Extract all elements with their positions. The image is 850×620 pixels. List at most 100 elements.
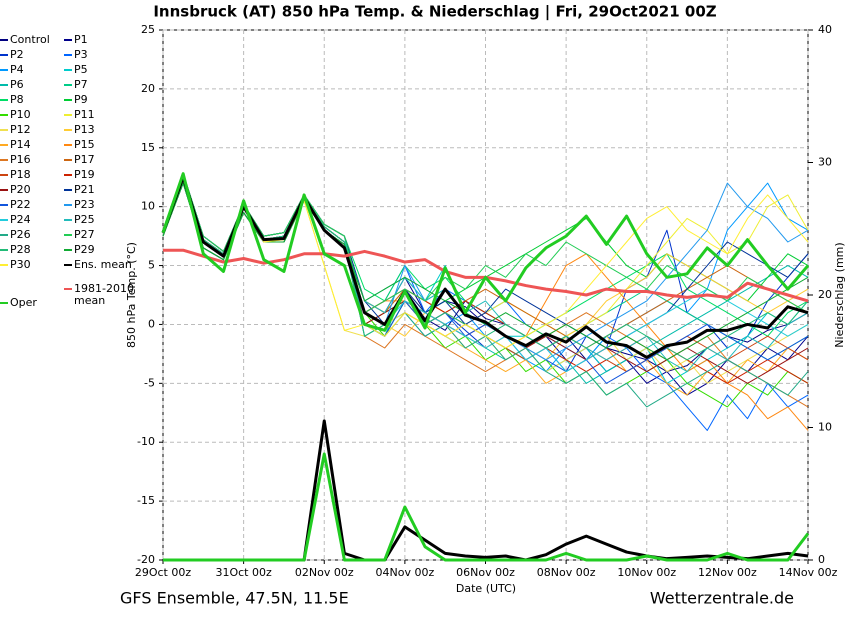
legend-label: P8	[10, 93, 24, 106]
legend-label: P4	[10, 63, 24, 76]
legend-swatch	[64, 99, 72, 101]
legend-swatch	[0, 249, 8, 251]
y2-tick-label: 0	[818, 553, 825, 566]
legend-item: 1981-2010 mean	[64, 283, 136, 307]
y-tick-label: -10	[137, 435, 155, 448]
x-tick-label: 02Nov 00z	[295, 566, 354, 579]
legend-item: P3	[64, 49, 136, 61]
legend-label: P18	[10, 168, 31, 181]
legend-label: P26	[10, 228, 31, 241]
legend-label: P6	[10, 78, 24, 91]
legend-swatch	[64, 84, 72, 86]
legend-label: P9	[74, 93, 88, 106]
legend-swatch	[0, 114, 8, 116]
legend-swatch	[0, 204, 8, 206]
legend-swatch	[0, 219, 8, 221]
legend-label: P15	[74, 138, 95, 151]
legend-item: P26	[0, 229, 72, 241]
series-line	[162, 176, 809, 349]
legend-swatch	[0, 189, 8, 191]
y-tick-label: 0	[148, 317, 155, 330]
y-tick-label: -20	[137, 553, 155, 566]
legend-label: P23	[74, 198, 95, 211]
legend-item: P15	[64, 139, 136, 151]
legend-item: P18	[0, 169, 72, 181]
legend-swatch	[64, 159, 72, 161]
legend-swatch	[64, 189, 72, 191]
y-axis-label: 850 hPa Temp. (°C)	[125, 242, 138, 348]
legend-label: P20	[10, 183, 31, 196]
y-tick-label: 15	[141, 141, 155, 154]
legend-swatch	[64, 219, 72, 221]
y2-tick-label: 40	[818, 23, 832, 36]
legend-item: P23	[64, 199, 136, 211]
y-tick-label: 25	[141, 23, 155, 36]
legend-swatch	[0, 84, 8, 86]
legend-item: P17	[64, 154, 136, 166]
legend-swatch	[0, 264, 8, 266]
legend-label: P21	[74, 183, 95, 196]
legend-label: P5	[74, 63, 88, 76]
legend-swatch	[0, 159, 8, 161]
legend-item: P6	[0, 79, 72, 91]
legend-swatch	[64, 69, 72, 71]
legend-swatch	[0, 301, 8, 304]
series-line	[161, 175, 809, 359]
legend-item: P16	[0, 154, 72, 166]
legend-item: P2	[0, 49, 72, 61]
legend-item: P11	[64, 109, 136, 121]
legend-swatch	[64, 174, 72, 176]
legend-label: P14	[10, 138, 31, 151]
legend-item: P14	[0, 139, 72, 151]
legend-swatch	[64, 114, 72, 116]
legend-label: P22	[10, 198, 31, 211]
footer-left: GFS Ensemble, 47.5N, 11.5E	[120, 589, 349, 608]
legend-item: P27	[64, 229, 136, 241]
legend-item: P29	[64, 244, 136, 256]
legend-label: P25	[74, 213, 95, 226]
legend-item: P19	[64, 169, 136, 181]
legend-item: Oper	[0, 295, 72, 309]
legend-label: P7	[74, 78, 88, 91]
legend-swatch	[0, 54, 8, 56]
x-tick-label: 12Nov 00z	[698, 566, 757, 579]
legend-swatch	[64, 234, 72, 236]
legend-label: P30	[10, 258, 31, 271]
legend-item: P21	[64, 184, 136, 196]
legend-label: P13	[74, 123, 95, 136]
legend-item: P5	[64, 64, 136, 76]
legend-label: Control	[10, 33, 50, 46]
legend-label: P3	[74, 48, 88, 61]
legend-label: Oper	[10, 295, 37, 309]
chart-title: Innsbruck (AT) 850 hPa Temp. & Niedersch…	[153, 3, 716, 22]
legend-item: P22	[0, 199, 72, 211]
x-tick-label: 29Oct 00z	[135, 566, 192, 579]
legend-item: P7	[64, 79, 136, 91]
y2-axis-label: Niederschlag (mm)	[833, 242, 846, 347]
legend-label: P28	[10, 243, 31, 256]
y-tick-label: 10	[141, 200, 155, 213]
legend-label: 1981-2010 mean	[74, 282, 134, 307]
y-tick-label: 20	[141, 82, 155, 95]
y2-tick-label: 10	[818, 421, 832, 434]
legend-swatch	[0, 144, 8, 146]
legend-item: P24	[0, 214, 72, 226]
y-tick-label: 5	[148, 259, 155, 272]
y2-tick-label: 30	[818, 156, 832, 169]
legend-label: P12	[10, 123, 31, 136]
series-line	[162, 173, 809, 314]
y-tick-label: -15	[137, 494, 155, 507]
legend-item: Control	[0, 34, 72, 46]
legend-swatch	[64, 204, 72, 206]
legend-label: P16	[10, 153, 31, 166]
legend-swatch	[64, 288, 72, 290]
legend-item: P13	[64, 124, 136, 136]
x-tick-label: 14Nov 00z	[779, 566, 838, 579]
legend-label: P10	[10, 108, 31, 121]
legend-swatch	[0, 129, 8, 131]
legend-swatch	[0, 69, 8, 71]
x-tick-label: 31Oct 00z	[215, 566, 272, 579]
legend-label: P1	[74, 33, 88, 46]
